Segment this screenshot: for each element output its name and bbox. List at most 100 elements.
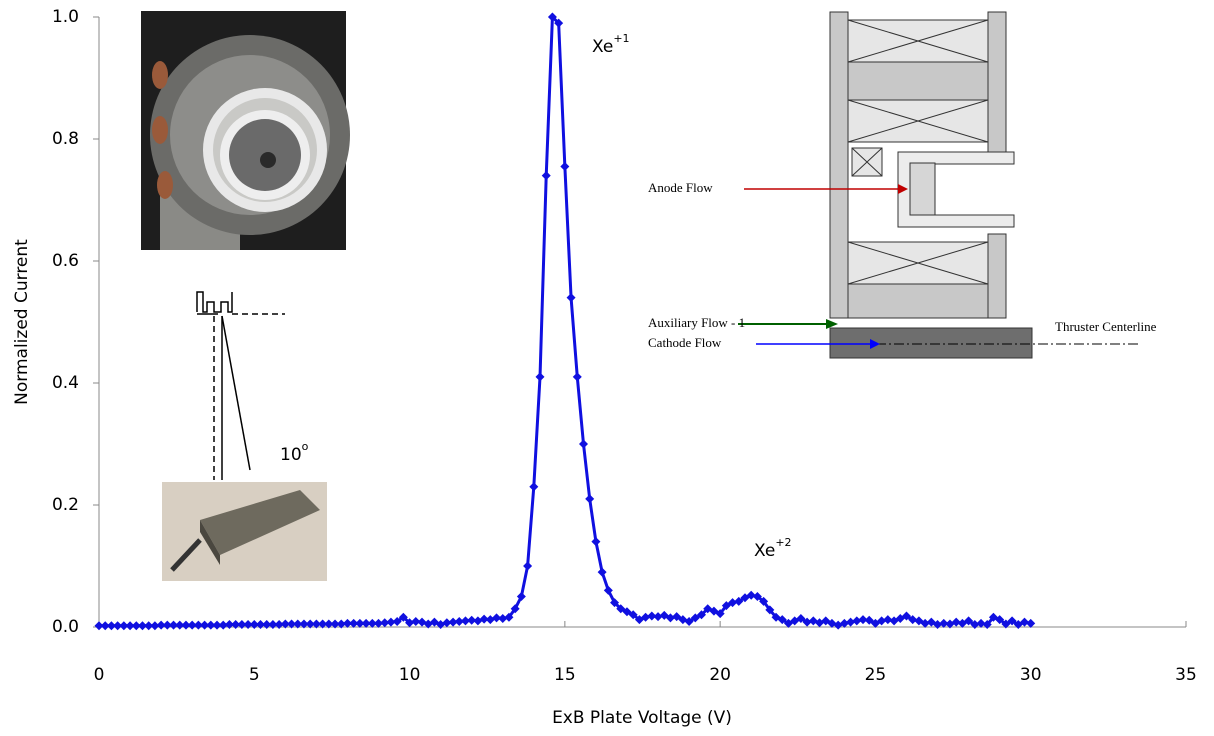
annotation-text: Auxiliary Flow - 1: [648, 315, 745, 330]
data-point: [274, 620, 284, 630]
data-point: [796, 613, 806, 623]
y-tick-label: 0.0: [52, 617, 79, 637]
y-tick-label: 1.0: [52, 7, 79, 27]
y-axis-title: Normalized Current: [12, 239, 32, 405]
x-tick-label: 20: [709, 665, 731, 685]
data-point: [610, 598, 620, 608]
data-point: [374, 618, 384, 628]
probe-photo: [162, 482, 327, 581]
data-point: [628, 610, 638, 620]
data-point: [504, 612, 514, 622]
data-point: [454, 617, 464, 627]
data-point: [311, 619, 321, 629]
data-point: [137, 621, 147, 631]
annotation-text: Xe: [592, 37, 613, 57]
annotation: Cathode Flow: [648, 335, 722, 350]
x-tick-label: 35: [1175, 665, 1197, 685]
y-tick-label: 0.2: [52, 495, 79, 515]
data-point: [94, 621, 104, 631]
x-tick-label: 0: [94, 665, 105, 685]
data-point: [1007, 616, 1017, 626]
data-point: [734, 596, 744, 606]
data-point: [448, 617, 458, 627]
data-point: [342, 618, 352, 628]
data-point: [150, 621, 160, 631]
data-point: [982, 620, 992, 630]
data-point: [125, 621, 135, 631]
data-point: [939, 618, 949, 628]
data-point: [715, 609, 725, 619]
annotation-text: Anode Flow: [648, 180, 713, 195]
data-point: [752, 592, 762, 601]
data-point: [187, 620, 197, 630]
data-point: [206, 620, 216, 630]
x-tick-label: 15: [554, 665, 576, 685]
x-tick-label: 5: [249, 665, 260, 685]
data-point: [901, 611, 911, 621]
data-point: [144, 621, 154, 631]
y-tick-label: 0.6: [52, 251, 79, 271]
data-point: [193, 620, 203, 630]
data-point: [976, 618, 986, 628]
annotation: Auxiliary Flow - 1: [648, 315, 745, 330]
data-point: [318, 619, 328, 629]
annotation: Thruster Centerline: [1055, 319, 1157, 334]
data-point: [690, 613, 700, 623]
data-point: [933, 620, 943, 630]
annotation-superscript: +1: [613, 32, 629, 45]
data-point: [100, 621, 110, 631]
data-point: [1026, 618, 1036, 628]
data-point: [529, 482, 539, 492]
data-point: [641, 612, 651, 622]
data-point: [728, 598, 738, 608]
data-point: [255, 620, 265, 630]
data-point: [908, 615, 918, 625]
data-point: [665, 613, 675, 623]
annotation: Xe+2: [754, 536, 792, 561]
data-point: [162, 620, 172, 630]
annotation-text: 10: [280, 445, 302, 465]
data-point: [585, 494, 595, 504]
data-point: [405, 618, 415, 628]
annotation-superscript: o: [302, 440, 309, 453]
y-tick-label: 0.4: [52, 373, 79, 393]
data-point: [305, 619, 315, 629]
data-point: [479, 614, 489, 624]
data-point: [622, 607, 632, 617]
data-point: [970, 620, 980, 630]
data-point: [920, 618, 930, 628]
data-point: [777, 615, 787, 625]
annotation: Anode Flow: [648, 180, 713, 195]
data-point: [380, 618, 390, 628]
data-point: [516, 592, 526, 601]
data-point: [523, 561, 533, 571]
data-point: [106, 621, 116, 631]
data-point: [367, 618, 377, 628]
data-point: [411, 617, 421, 627]
data-point: [572, 372, 582, 382]
data-point: [721, 601, 731, 611]
annotation-text: Thruster Centerline: [1055, 319, 1157, 334]
data-point: [231, 620, 241, 630]
data-point: [995, 615, 1005, 625]
data-point: [218, 620, 228, 630]
data-point: [442, 618, 452, 628]
annotation-text: Cathode Flow: [648, 335, 722, 350]
data-point: [119, 621, 129, 631]
data-point: [237, 620, 247, 630]
data-point: [287, 619, 297, 629]
data-point: [169, 620, 179, 630]
data-point: [224, 620, 234, 630]
data-point: [243, 620, 253, 630]
data-point: [113, 621, 123, 631]
data-point: [547, 12, 557, 22]
data-point: [280, 619, 290, 629]
data-point: [492, 613, 502, 623]
thruster-schematic: [738, 11, 1140, 359]
data-point: [336, 619, 346, 629]
data-point: [293, 619, 303, 629]
data-point: [554, 18, 564, 28]
x-tick-label: 25: [865, 665, 887, 685]
annotation-text: Xe: [754, 541, 775, 561]
